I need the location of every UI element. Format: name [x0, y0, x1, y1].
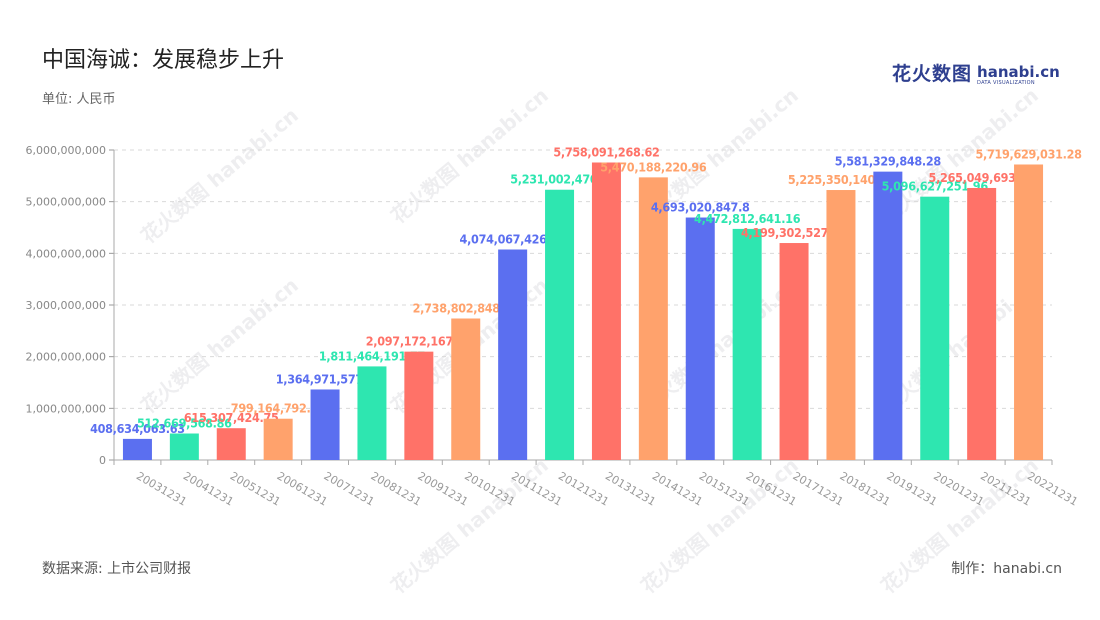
- bar: [826, 190, 856, 461]
- x-tick-label: 20051231: [228, 469, 283, 508]
- bar: [263, 418, 293, 460]
- x-tick-label: 20191231: [884, 469, 939, 508]
- data-label: 5,231,002,470.3: [510, 172, 609, 187]
- credit-label: 制作：hanabi.cn: [951, 561, 1062, 577]
- data-label: 615,307,424.75: [184, 410, 279, 425]
- x-tick-label: 20041231: [181, 469, 236, 508]
- bar: [732, 228, 762, 460]
- unit-label: 单位: 人民币: [42, 92, 116, 107]
- data-label: 2,097,172,167.09: [366, 334, 473, 349]
- data-label: 2,738,802,848.82: [413, 300, 519, 315]
- x-tick-label: 20181231: [837, 469, 892, 508]
- x-tick-label: 20221231: [1025, 469, 1080, 508]
- y-tick-label: 5,000,000,000: [26, 196, 106, 209]
- x-tick-label: 20151231: [697, 469, 752, 508]
- data-label: 1,811,464,191.77: [319, 348, 425, 363]
- logo-en-text: hanabi.cn: [977, 63, 1060, 81]
- data-label: 5,265,049,693.77: [929, 170, 1035, 185]
- bar: [545, 189, 575, 460]
- bar: [169, 433, 199, 460]
- bar: [310, 389, 340, 460]
- bar: [1014, 164, 1044, 460]
- bar: [122, 438, 152, 460]
- bar: [967, 187, 997, 461]
- x-tick-label: 20211231: [978, 469, 1033, 508]
- bar: [638, 177, 668, 461]
- bar: [779, 243, 809, 460]
- bar: [216, 428, 246, 460]
- x-tick-label: 20201231: [931, 469, 986, 508]
- x-tick-label: 20131231: [603, 469, 658, 508]
- x-tick-label: 20091231: [415, 469, 470, 508]
- bar: [357, 366, 387, 460]
- logo-sub-text: DATA VISUALIZATION: [977, 80, 1035, 86]
- data-label: 5,096,627,251.96: [882, 179, 989, 194]
- y-tick-label: 1,000,000,000: [26, 402, 106, 415]
- data-label: 799,164,792.66: [231, 401, 326, 416]
- data-source: 数据来源: 上市公司财报: [42, 561, 192, 577]
- bar: [873, 171, 903, 460]
- y-tick-label: 4,000,000,000: [26, 247, 106, 260]
- x-tick-label: 20081231: [368, 469, 423, 508]
- data-label: 5,758,091,268.62: [553, 144, 659, 159]
- data-label: 4,074,067,426.19: [460, 232, 567, 247]
- data-label: 408,634,063.63: [90, 421, 185, 436]
- data-label: 5,225,350,140.12: [788, 172, 894, 187]
- x-tick-label: 20071231: [322, 469, 377, 508]
- x-tick-label: 20171231: [791, 469, 846, 508]
- x-tick-label: 20031231: [134, 469, 189, 508]
- y-tick-label: 6,000,000,000: [26, 144, 106, 157]
- x-tick-label: 20121231: [556, 469, 611, 508]
- x-tick-label: 20061231: [275, 469, 330, 508]
- data-label: 4,693,020,847.8: [651, 200, 750, 215]
- bar: [591, 162, 621, 461]
- x-tick-label: 20161231: [744, 469, 799, 508]
- y-tick-label: 0: [99, 454, 106, 467]
- data-label: 4,472,812,641.16: [694, 211, 801, 226]
- bar: [685, 217, 715, 460]
- data-label: 5,581,329,848.28: [835, 154, 942, 169]
- y-tick-label: 3,000,000,000: [26, 299, 106, 312]
- data-label: 5,470,188,220.96: [600, 159, 707, 174]
- logo-en-block: hanabi.cn DATA VISUALIZATION: [977, 65, 1060, 86]
- x-tick-label: 20101231: [462, 469, 517, 508]
- x-tick-label: 20141231: [650, 469, 705, 508]
- logo-cn-text: 花火数图: [892, 63, 973, 85]
- data-label: 1,364,971,577.8: [276, 371, 375, 386]
- data-label: 5,719,629,031.28: [975, 146, 1082, 161]
- bar: [920, 196, 950, 460]
- brand-logo: 花火数图 hanabi.cn DATA VISUALIZATION: [892, 60, 1060, 86]
- bar: [404, 351, 434, 460]
- bar: [451, 318, 481, 460]
- y-tick-label: 2,000,000,000: [26, 351, 106, 364]
- chart-title: 中国海诚：发展稳步上升: [42, 48, 285, 73]
- data-label: 4,199,302,527.82: [741, 225, 847, 240]
- data-label: 512,669,568.86: [137, 416, 232, 431]
- x-tick-label: 20111231: [509, 469, 564, 508]
- bar: [498, 249, 528, 460]
